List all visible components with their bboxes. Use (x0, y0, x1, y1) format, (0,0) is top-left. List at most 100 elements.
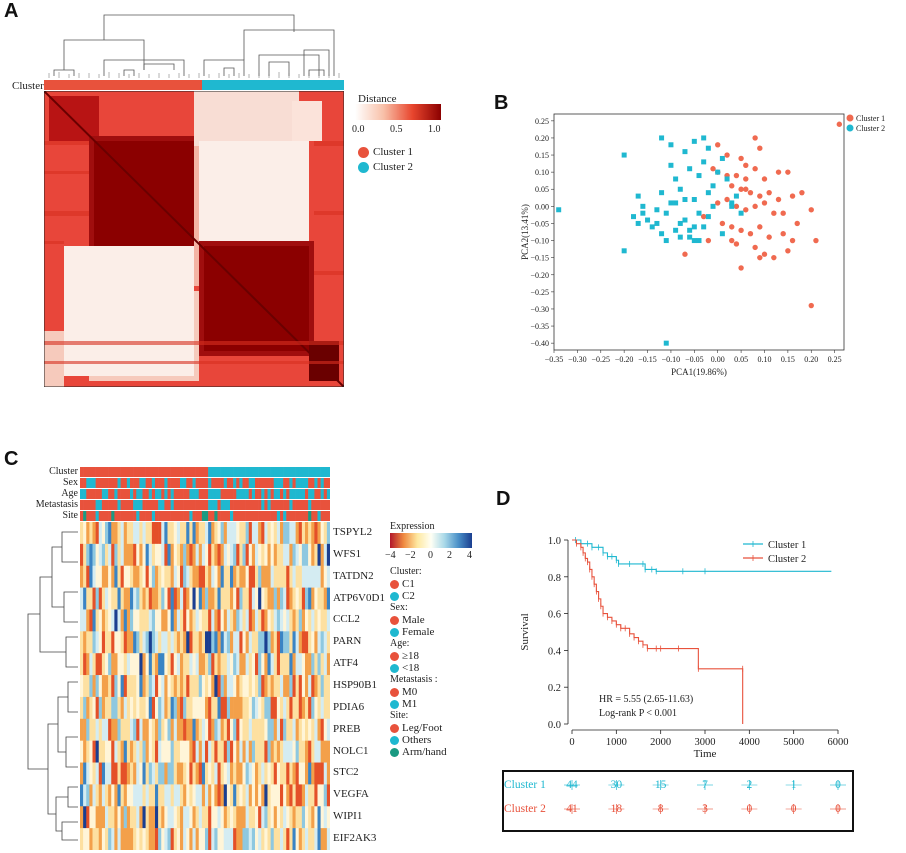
heatmap-cell (173, 718, 178, 741)
track-cell-metastasis (226, 500, 231, 510)
data-point-cluster1 (752, 135, 758, 141)
heatmap-cell (326, 631, 330, 654)
heatmap-cell (242, 631, 246, 654)
heatmap-cell (242, 565, 246, 588)
heatmap-cell (101, 565, 106, 588)
track-cell-sex (217, 478, 221, 488)
heatmap-cell (98, 828, 103, 850)
track-cell-age (314, 489, 318, 499)
heatmap-cell (320, 587, 325, 610)
heatmap-cell (264, 543, 268, 567)
track-cell-metastasis (286, 500, 290, 510)
track-cell-site (280, 511, 284, 521)
heatmap-cell (245, 762, 250, 785)
heatmap-cell (136, 806, 140, 829)
heatmap-cell (230, 828, 234, 850)
track-cell-site (92, 511, 96, 521)
heatmap-cell (239, 784, 243, 807)
heatmap-cell (89, 806, 93, 829)
heatmap-cell (105, 806, 109, 829)
y-tick-label: 0.00 (535, 202, 549, 211)
track-cell-age (170, 489, 175, 499)
heatmap-cell (145, 653, 150, 676)
heatmap-cell (92, 565, 96, 588)
heatmap-cell (173, 587, 178, 610)
gene-label: STC2 (333, 766, 359, 779)
heatmap-cell (101, 696, 106, 720)
heatmap-cell (233, 718, 237, 741)
x-tick-label: −0.05 (685, 355, 704, 364)
track-cell-cluster (276, 467, 281, 477)
gene-label: PARN (333, 635, 362, 648)
heatmap-cell (98, 696, 103, 720)
heatmap-cell (155, 565, 159, 588)
heatmap-cell (130, 609, 134, 632)
track-cell-age (139, 489, 143, 499)
heatmap-cell (108, 565, 112, 588)
track-cell-sex (230, 478, 234, 488)
track-label-sex: Sex (63, 477, 78, 488)
track-cell-sex (314, 478, 318, 488)
data-point-cluster1 (747, 189, 754, 196)
heatmap-cell (158, 762, 162, 785)
heatmap-cell (230, 675, 234, 698)
heatmap-cell (92, 828, 96, 850)
heatmap-cell (114, 675, 118, 698)
heatmap-cell (117, 828, 121, 850)
heatmap-cell (255, 806, 259, 829)
legend-others: Others (390, 734, 431, 746)
gene-label: CCL2 (333, 613, 360, 626)
heatmap-cell (139, 696, 143, 720)
heatmap-cell (89, 762, 93, 785)
track-cell-site (167, 511, 171, 521)
heatmap-cell (133, 587, 137, 610)
heatmap-cell (208, 740, 212, 763)
heatmap-cell (167, 653, 171, 676)
track-cell-metastasis (236, 500, 240, 510)
heatmap-cell (230, 609, 234, 632)
track-cell-metastasis (164, 500, 168, 510)
track-cell-site (226, 511, 231, 521)
track-cell-site (248, 511, 253, 521)
cluster2-dot-icon (358, 161, 369, 173)
data-point-cluster1 (808, 207, 814, 213)
legend-label-1: Cluster 1 (856, 114, 885, 123)
heatmap-cell (180, 609, 184, 632)
heatmap-cell (167, 609, 171, 632)
heatmap-cell (86, 522, 90, 545)
track-cell-site (283, 511, 287, 521)
heatmap-cell (151, 609, 156, 632)
heatmap-cell (280, 718, 284, 741)
track-cell-site (264, 511, 268, 521)
heatmap-cell (298, 631, 303, 654)
track-cell-metastasis (142, 500, 146, 510)
heatmap-cell (151, 675, 156, 698)
heatmap-cell (230, 806, 234, 829)
heatmap-cell (298, 806, 303, 829)
heatmap-cell (236, 543, 240, 567)
heatmap-cell (258, 696, 262, 720)
heatmap-cell (195, 675, 200, 698)
data-point-cluster2 (663, 238, 669, 244)
gene-label: EIF2AK3 (333, 832, 377, 845)
heatmap-cell (151, 587, 156, 610)
km-hr-annotation: HR = 5.55 (2.65-11.63) (599, 694, 693, 705)
track-cell-age (195, 489, 200, 499)
data-point-cluster2 (691, 224, 697, 230)
heatmap-cell (289, 718, 293, 741)
heatmap-cell (251, 828, 256, 850)
heatmap-cell (89, 675, 93, 698)
heatmap-cell (258, 653, 262, 676)
track-cell-age (270, 489, 275, 499)
heatmap-cell (264, 740, 268, 763)
data-point-cluster1 (729, 224, 735, 230)
gene-label: PREB (333, 722, 361, 735)
heatmap-cell (95, 609, 100, 632)
heatmap-cell (117, 806, 121, 829)
heatmap-cell (233, 587, 237, 610)
risk-value: 2 (746, 779, 752, 791)
heatmap-cell (161, 762, 165, 785)
heatmap-cell (142, 718, 146, 741)
heatmap-cell (205, 653, 209, 676)
track-cell-metastasis (205, 500, 209, 510)
